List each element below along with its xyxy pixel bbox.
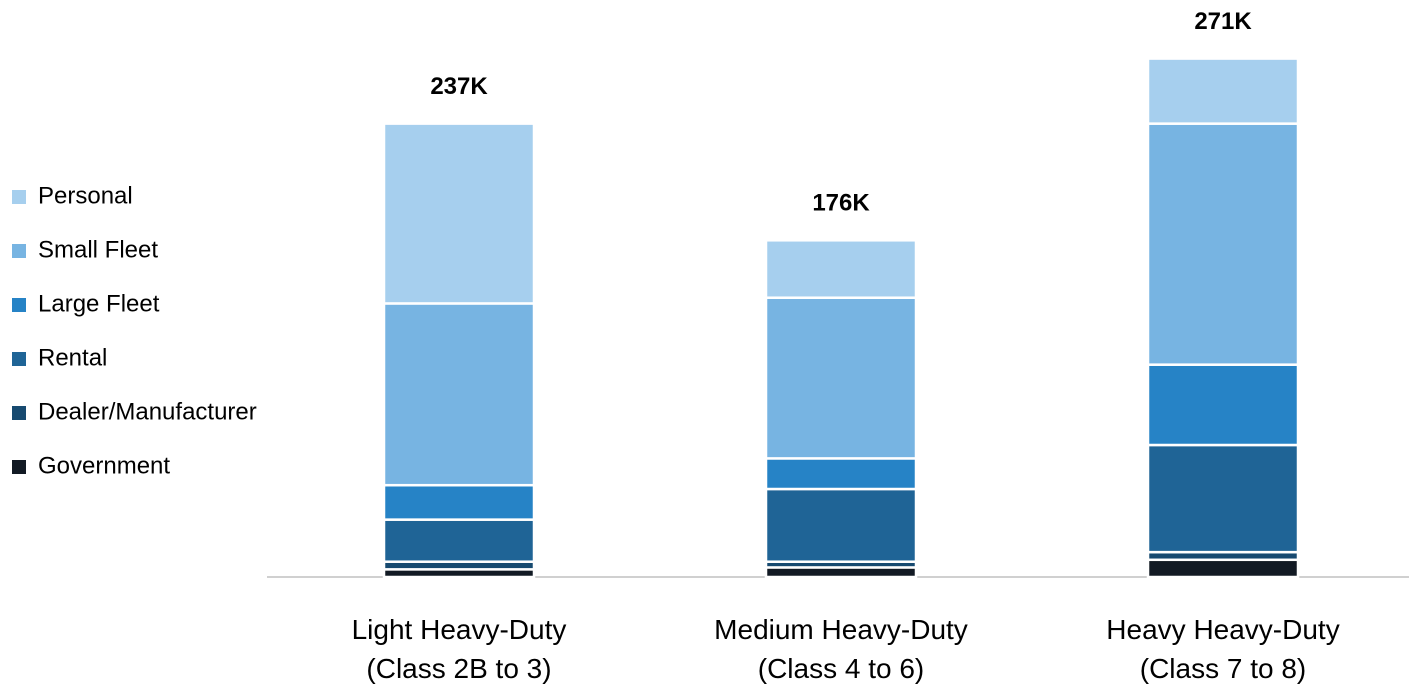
bar-segment [382,302,536,487]
total-label: 237K [430,73,488,100]
x-tick-label: Medium Heavy-Duty (Class 4 to 6) [714,614,968,684]
legend-label: Small Fleet [38,236,158,263]
x-tick-label: Heavy Heavy-Duty (Class 7 to 8) [1106,614,1339,684]
bar-segment [1146,122,1300,366]
bar-segment [1146,363,1300,447]
bar-segment [1146,558,1300,579]
bar-segment [764,457,918,491]
legend-label: Dealer/Manufacturer [38,398,257,425]
legend-swatch [12,298,26,312]
bar-segment [764,239,918,299]
total-label: 271K [1194,8,1252,35]
legend-label: Large Fleet [38,290,160,317]
bar-segment [764,296,918,460]
legend-label: Government [38,452,170,479]
x-tick-label: Light Heavy-Duty (Class 2B to 3) [352,614,567,684]
legend-label: Personal [38,182,133,209]
legend-swatch [12,406,26,420]
bar-segment [382,518,536,563]
bar-segment [1146,443,1300,554]
bar-segment [382,122,536,305]
legend-label: Rental [38,344,107,371]
legend-swatch [12,190,26,204]
bar-segment [1146,57,1300,125]
legend-swatch [12,460,26,474]
total-label: 176K [812,190,870,217]
bar-segment [764,566,918,579]
bar-segment [764,487,918,563]
legend-swatch [12,352,26,366]
legend-swatch [12,244,26,258]
bar-segment [382,483,536,521]
